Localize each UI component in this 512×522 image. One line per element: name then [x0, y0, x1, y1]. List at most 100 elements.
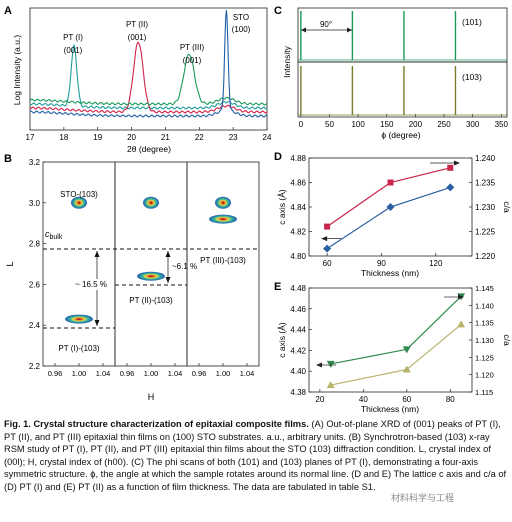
- panel-b-ytick-label: 2.4: [29, 321, 41, 330]
- phi-bottom-label: (103): [462, 72, 482, 82]
- panel-d-right-arrow-head: [454, 160, 460, 166]
- panel-b-xtick-label: 1.00: [144, 369, 159, 378]
- peak-label-sto-plane: (100): [232, 25, 251, 34]
- panel-a-frame: [29, 7, 268, 131]
- e-series-right-point: [402, 365, 411, 373]
- panel-a-xtick-label: 23: [229, 133, 238, 142]
- panel-d-xlabel: Thickness (nm): [361, 268, 419, 278]
- panel-e-ylabel-right: c/a: [502, 334, 512, 346]
- panel-d-ytick-left-label: 4.88: [290, 154, 306, 163]
- e-series-left-line: [330, 295, 462, 365]
- xrd-curve-1: [29, 43, 268, 110]
- panel-e-xtick-label: 20: [315, 395, 324, 404]
- pct2-arrow-down: [165, 277, 171, 283]
- panel-b-xlabel: H: [148, 392, 155, 402]
- panel-b-xtick-label: 1.04: [96, 369, 111, 378]
- peak-label-pt3-plane: (001): [183, 56, 202, 65]
- panel-d-xtick-label: 90: [377, 259, 386, 268]
- angle-label: 90°: [320, 20, 332, 29]
- angle-label-bg: [311, 20, 339, 29]
- panel-b-spots: [65, 196, 237, 324]
- panel-c-xlabel: ϕ (degree): [381, 130, 420, 140]
- panel-c-xtick-label: 200: [409, 120, 423, 129]
- panel-b-xtick-label: 1.00: [72, 369, 87, 378]
- angle-arrow-right-head: [347, 27, 352, 33]
- peak-label-pt1: PT (I): [63, 33, 83, 42]
- panel-a-xtick-label: 20: [127, 133, 136, 142]
- panel-d-ytick-right-label: 1.225: [475, 228, 496, 237]
- panel-e-left-arrow-head: [316, 362, 322, 368]
- panel-e-ytick-right-label: 1.145: [475, 284, 494, 293]
- d-series-right-point: [323, 244, 332, 253]
- panel-c-ylabel: Intensity: [282, 45, 292, 77]
- panel-c-xtick-label: 50: [325, 120, 334, 129]
- panel-d-ylabel-right: c/a: [502, 201, 512, 213]
- panel-c-bottom-frame: [297, 61, 508, 118]
- panel-d-ytick-right-label: 1.235: [475, 179, 496, 188]
- panel-e-letter: E: [274, 281, 281, 293]
- d-series-left-line: [326, 167, 451, 228]
- xrd-curve-3: [29, 53, 268, 106]
- panel-c-xtick-label: 300: [466, 120, 480, 129]
- panel-b: B L H 2.22.42.62.83.03.2 0.96 1.00 1.04 0.9…: [4, 153, 260, 402]
- panel-e-xtick-label: 80: [446, 395, 455, 404]
- peak-label-pt2: PT (II): [126, 20, 148, 29]
- panel-e-ytick-right-label: 1.130: [475, 336, 494, 345]
- peak-label-sto: STO: [233, 13, 249, 22]
- panel-a-xtick-label: 19: [93, 133, 102, 142]
- panel-a-letter: A: [4, 5, 12, 17]
- panel-d-ytick-right-label: 1.240: [475, 154, 496, 163]
- panel-e-ytick-right-label: 1.115: [475, 388, 493, 397]
- panel-d-series: [321, 164, 455, 253]
- panel-e-xlabel: Thickness (nm): [361, 404, 419, 414]
- pt3-label: PT (III)-(103): [200, 256, 246, 265]
- panel-e-ytick-right-label: 1.135: [475, 319, 494, 328]
- pct2-label: ~6.1 %: [172, 262, 197, 271]
- panel-c-peaks: [298, 11, 507, 116]
- panel-a-xtick-label: 21: [161, 133, 170, 142]
- cbulk-label: cbulk: [45, 229, 63, 241]
- panel-d-ticks: 60 90 120 4.80 4.82 4.84 4.86 4.88 1.220 1.225 1.2…: [290, 154, 495, 268]
- panel-e-ytick-left-label: 4.38: [290, 388, 306, 397]
- d-series-left-point: [324, 223, 331, 230]
- panel-d-ytick-left-label: 4.84: [290, 203, 306, 212]
- panel-b-ytick-label: 2.2: [29, 362, 41, 371]
- figure-caption: Fig. 1. Crystal structure characterizati…: [4, 418, 507, 494]
- panel-c-xtick-label: 350: [495, 120, 509, 129]
- d-series-right-point: [386, 203, 395, 211]
- panel-c: C Intensity ϕ (degree) 0 50 100 150 200 250 30…: [274, 5, 508, 140]
- pct1-label: ~ 16.5 %: [75, 280, 107, 289]
- panel-a-peak-labels: PT (I) (001) PT (II) (001) PT (III) (001…: [63, 13, 251, 65]
- panel-a-ylabel: Log Intensity (a.u.): [12, 35, 22, 106]
- e-series-left-point: [326, 360, 335, 368]
- panel-e-ytick-right-label: 1.120: [475, 371, 494, 380]
- panel-e-ytick-right-label: 1.140: [475, 301, 494, 310]
- watermark: 材料科学与工程: [391, 493, 455, 503]
- phi-top-label: (101): [462, 17, 482, 27]
- panel-a-curves: [29, 9, 268, 118]
- panel-c-xtick-label: 150: [380, 120, 394, 129]
- rsm-spot-1: [77, 201, 81, 204]
- panel-d: D c axis (Å) c/a Thickness (nm) 60 90 120 4…: [274, 151, 512, 278]
- panel-b-ytick-label: 2.6: [29, 280, 41, 289]
- panel-b-ylabel: L: [5, 261, 15, 266]
- xrd-curve-4: [29, 9, 267, 118]
- peak-label-pt3: PT (III): [180, 43, 205, 52]
- rsm-spot-2: [76, 318, 82, 320]
- sto-label: STO-(103): [60, 190, 98, 199]
- rsm-spot-6: [220, 218, 226, 220]
- panel-a-xtick-label: 18: [59, 133, 68, 142]
- panel-c-xtick-label: 250: [437, 120, 451, 129]
- panel-d-ylabel-left: c axis (Å): [277, 189, 287, 225]
- pct1-bg: [70, 279, 112, 290]
- panel-b-ytick-label: 3.2: [29, 158, 41, 167]
- panel-e-ytick-left-label: 4.48: [290, 284, 306, 293]
- panel-b-xtick-label: 1.00: [216, 369, 231, 378]
- panel-e-xtick-label: 60: [402, 395, 411, 404]
- e-series-right-point: [457, 320, 466, 328]
- pt2-label: PT (II)-(103): [129, 296, 173, 305]
- panel-e-ytick-left-label: 4.44: [290, 326, 306, 335]
- panel-e-ytick-left-label: 4.46: [290, 305, 306, 314]
- pct1-arrow-down: [94, 320, 100, 326]
- panel-c-xtick-label: 100: [351, 120, 365, 129]
